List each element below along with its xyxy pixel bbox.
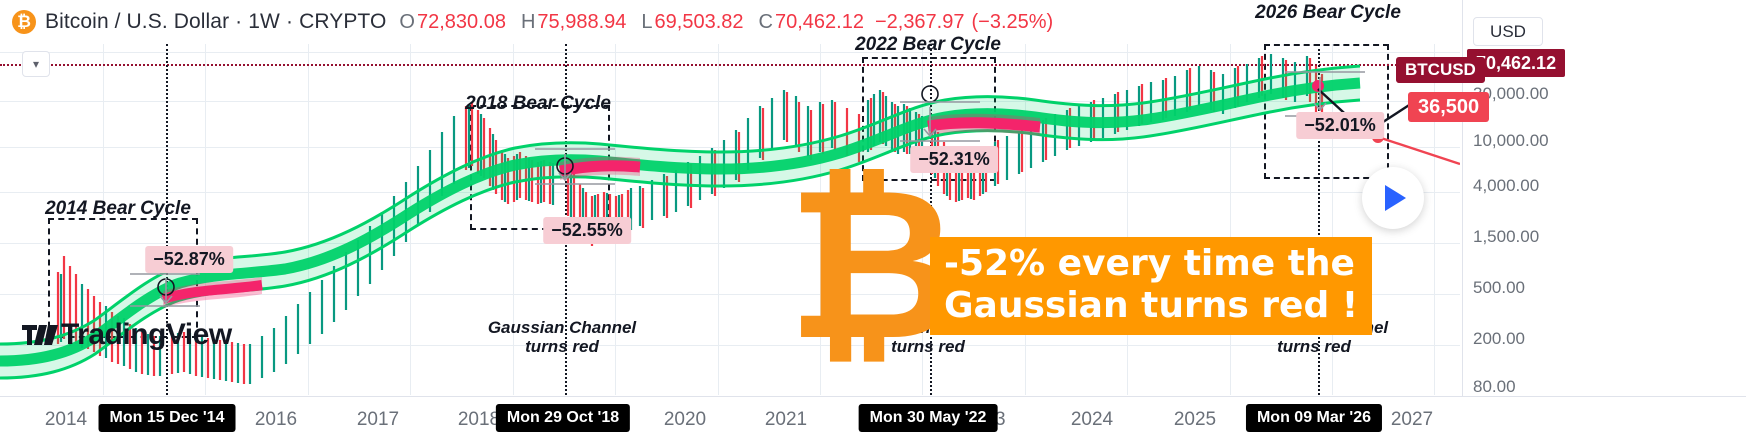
cycle-pct-2026: −52.01%	[1296, 112, 1384, 139]
time-tick: 2024	[1070, 409, 1114, 430]
cycle-title-2018: 2018 Bear Cycle	[465, 93, 611, 114]
ohlc-open-key: O	[399, 10, 415, 33]
time-stamp-2014: Mon 15 Dec '14	[98, 404, 236, 432]
time-tick: 2016	[254, 409, 298, 430]
price-tick: 30,000.00	[1473, 84, 1549, 103]
ohlc-high: H 75,988.94	[521, 11, 628, 34]
ohlc-high-value: 75,988.94	[537, 10, 627, 33]
callout-banner: -52% every time the Gaussian turns red !	[930, 237, 1373, 336]
price-tick: 4,000.00	[1473, 176, 1540, 195]
tradingview-watermark: TradingView	[22, 318, 232, 352]
ohlc-close: C 70,462.12	[759, 11, 866, 34]
time-tick: 2018	[457, 409, 501, 430]
play-icon[interactable]	[1362, 167, 1424, 229]
price-tick: 200.00	[1473, 329, 1525, 348]
time-stamp-2018: Mon 29 Oct '18	[495, 404, 631, 432]
interval-label[interactable]: 1W	[248, 10, 280, 33]
callout-line2: Gaussian turns red !	[944, 285, 1359, 327]
gaussian-caption-line1: Gaussian Channel	[487, 318, 637, 337]
time-tick: 2027	[1390, 409, 1434, 430]
cycle-title-2014: 2014 Bear Cycle	[45, 198, 191, 219]
cycle-box-2018[interactable]	[470, 105, 610, 230]
exchange-label[interactable]: CRYPTO	[299, 10, 387, 33]
callout-line1: -52% every time the	[944, 243, 1355, 284]
symbol-name[interactable]: Bitcoin / U.S. Dollar	[45, 10, 230, 33]
change-percent: (−3.25%)	[971, 10, 1054, 33]
change-absolute: −2,367.97	[874, 10, 965, 33]
ohlc-close-value: 70,462.12	[774, 10, 864, 33]
price-tick: 1,500.00	[1473, 227, 1540, 246]
price-tick: 500.00	[1473, 278, 1525, 297]
price-tick: 10,000.00	[1473, 131, 1549, 150]
time-tick: 2021	[764, 409, 808, 430]
ohlc-low: L 69,503.82	[641, 11, 745, 34]
target-price-tag: 36,500	[1408, 92, 1490, 122]
time-tick: 2014	[44, 409, 88, 430]
bitcoin-icon: ₿	[12, 10, 36, 34]
gaussian-caption-line2: turns red	[525, 337, 599, 357]
symbol-price-tag: BTCUSD	[1396, 57, 1485, 83]
cycle-pct-2018: −52.55%	[543, 217, 631, 244]
last-price-line	[0, 64, 1460, 66]
ohlc-low-key: L	[641, 10, 653, 33]
ohlc-low-value: 69,503.82	[654, 10, 744, 33]
header-separator-2: ·	[285, 10, 294, 33]
gaussian-caption-line2: turns red	[1277, 337, 1351, 357]
cycle-pct-2014: −52.87%	[145, 246, 233, 273]
cycle-title-2022: 2022 Bear Cycle	[855, 34, 1001, 55]
time-axis[interactable]: 2014 2016 2017 2018 2020 2021 23 2024 20…	[0, 396, 1746, 446]
time-tick: 2025	[1173, 409, 1217, 430]
ohlc-high-key: H	[520, 10, 536, 33]
price-tick: 80.00	[1473, 377, 1516, 396]
tradingview-watermark-text: TradingView	[61, 318, 232, 351]
currency-label[interactable]: USD	[1473, 17, 1543, 46]
header-separator-1: ·	[235, 10, 243, 33]
cycle-title-2026: 2026 Bear Cycle	[1255, 2, 1401, 23]
time-tick: 2017	[356, 409, 400, 430]
time-stamp-2022: Mon 30 May '22	[858, 404, 998, 432]
ohlc-open: O 72,830.08	[399, 11, 508, 34]
tradingview-logo-icon	[22, 325, 58, 345]
time-tick: 2020	[663, 409, 707, 430]
price-axis[interactable]: USD 70,462.12 30,000.00 10,000.00 4,000.…	[1462, 0, 1746, 445]
ohlc-open-value: 72,830.08	[416, 10, 506, 33]
gaussian-caption-2018: Gaussian Channel turns red	[488, 318, 636, 356]
ohlc-close-key: C	[758, 10, 773, 33]
chevron-down-icon[interactable]: ▾	[22, 51, 50, 77]
time-stamp-2026: Mon 09 Mar '26	[1245, 404, 1383, 432]
